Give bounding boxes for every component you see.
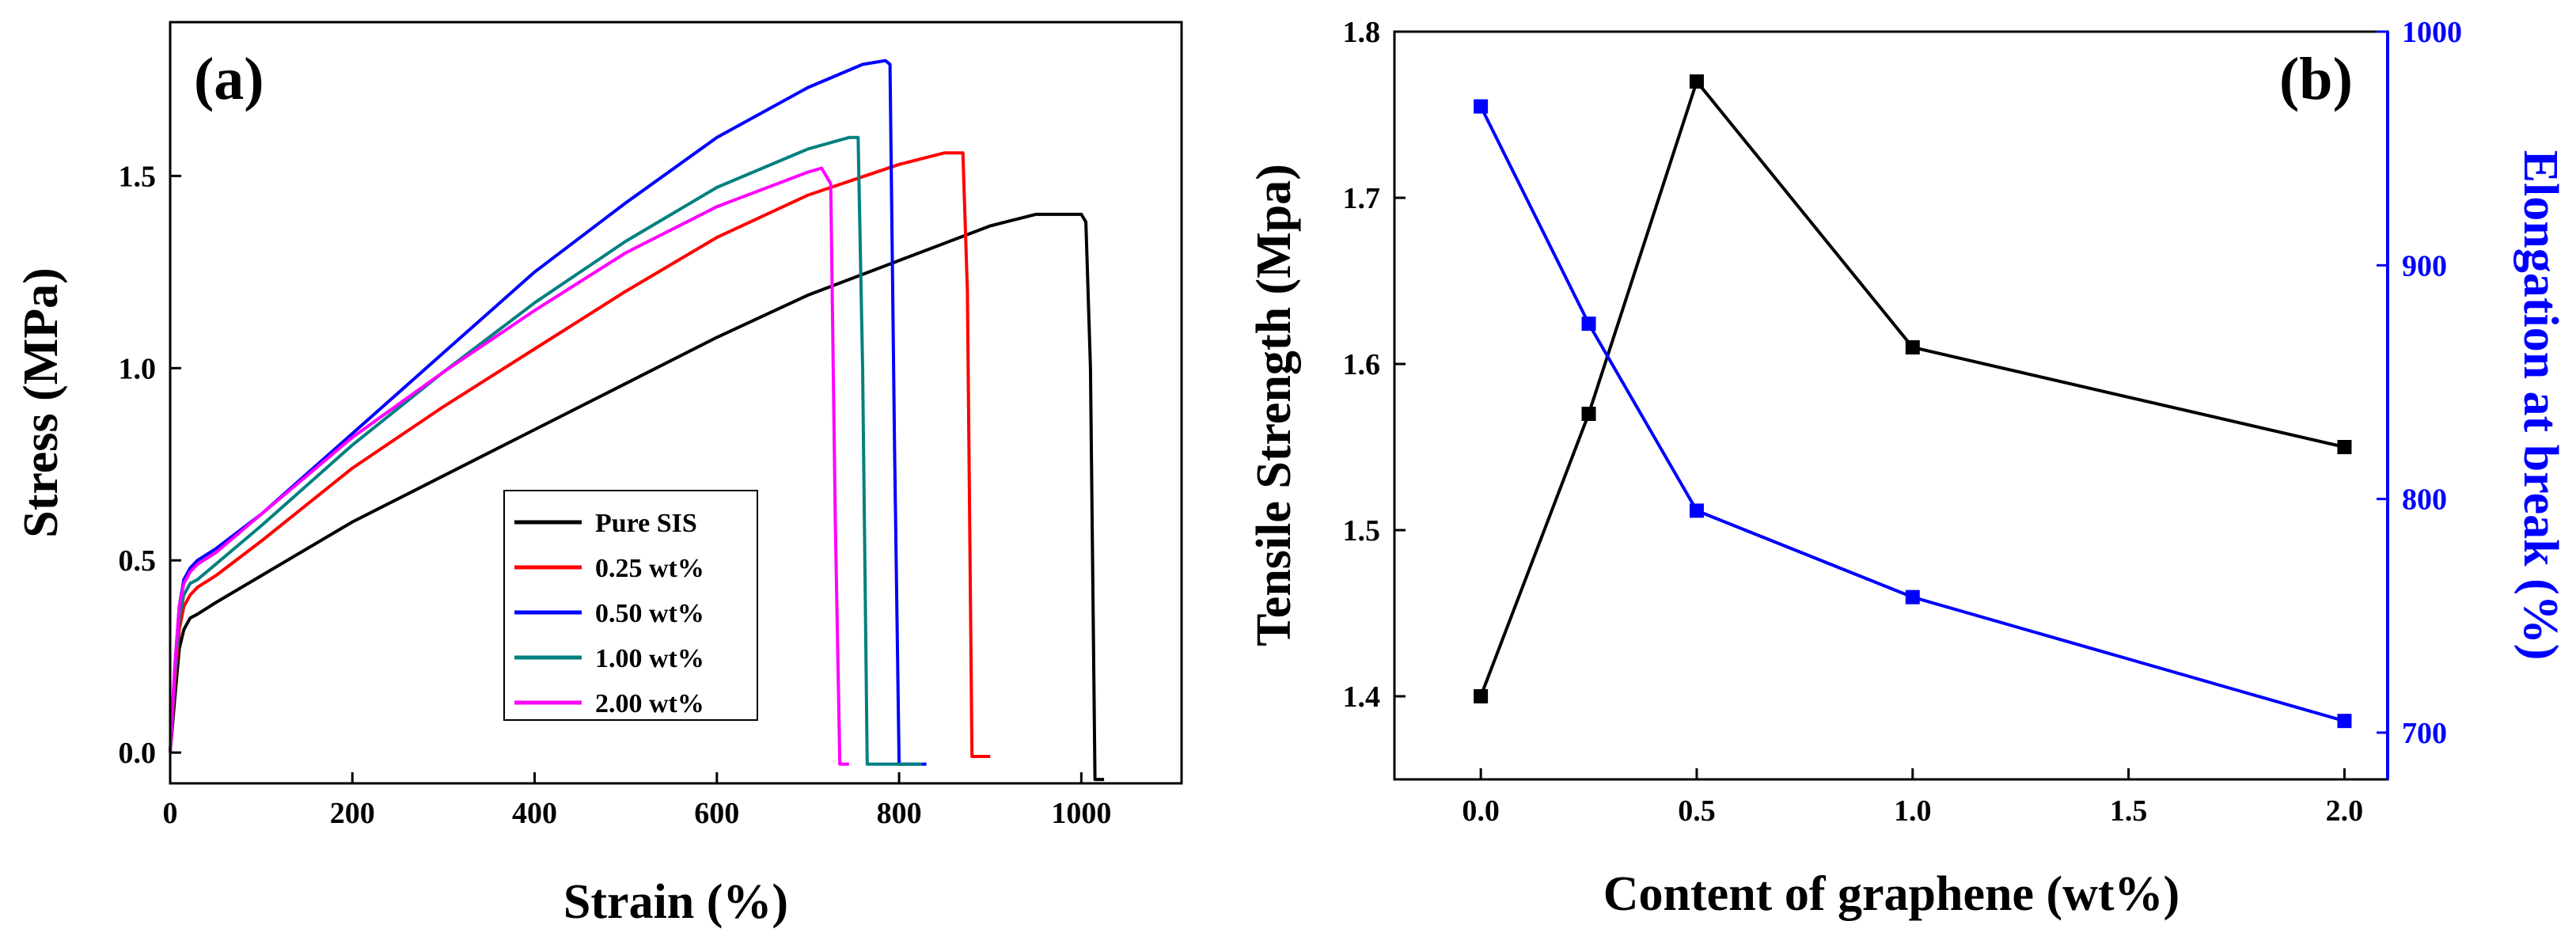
panel-a-legend-box bbox=[503, 490, 758, 721]
y-tick-label: 1.4 bbox=[1343, 680, 1381, 714]
panel-a-label: (a) bbox=[194, 46, 264, 112]
panel-b-right-y-ticks: 700 800 900 1000 bbox=[2377, 16, 2462, 750]
y-tick-label: 0.5 bbox=[119, 544, 157, 578]
data-point-elongation-at-break bbox=[1689, 503, 1704, 518]
x-tick-label: 1.5 bbox=[2110, 794, 2148, 828]
y-tick-label: 1.6 bbox=[1343, 348, 1381, 381]
panel-b-left-y-ticks: 1.4 1.5 1.6 1.7 1.8 bbox=[1343, 16, 1406, 714]
panel-b-label: (b) bbox=[2279, 46, 2353, 112]
x-tick-label: 600 bbox=[694, 797, 739, 830]
y-tick-label: 0.0 bbox=[119, 737, 157, 770]
data-point-elongation-at-break bbox=[1474, 99, 1489, 114]
panel-b-left-y-axis-title: Tensile Strength (Mpa) bbox=[1247, 164, 1301, 646]
panel-a-series-group bbox=[169, 59, 1105, 782]
y-tick-label: 1.7 bbox=[1343, 182, 1381, 215]
x-tick-label: 1000 bbox=[1051, 797, 1111, 830]
data-point-tensile-strength bbox=[1905, 340, 1920, 354]
series-line-0-50-wt bbox=[169, 59, 927, 766]
data-point-tensile-strength bbox=[1581, 407, 1596, 421]
panel-b-series-group bbox=[1474, 74, 2352, 729]
x-tick-label: 1.0 bbox=[1894, 794, 1932, 828]
legend-label-pure-sis: Pure SIS bbox=[595, 509, 697, 538]
data-point-elongation-at-break bbox=[1581, 316, 1596, 332]
data-point-tensile-strength bbox=[1474, 689, 1489, 703]
panel-a-x-ticks: 0 200 400 600 800 1000 bbox=[163, 772, 1111, 830]
legend-label-0-50-wt: 0.50 wt% bbox=[595, 599, 704, 628]
series-line-pure-sis bbox=[169, 212, 1105, 782]
right-y-tick-label: 900 bbox=[2402, 249, 2447, 282]
series-line-elongation-at-break bbox=[1479, 105, 2345, 723]
legend-label-1-00-wt: 1.00 wt% bbox=[595, 644, 704, 673]
x-tick-label: 400 bbox=[512, 797, 557, 830]
x-tick-label: 800 bbox=[877, 797, 922, 830]
x-tick-label: 2.0 bbox=[2326, 794, 2364, 828]
data-point-tensile-strength bbox=[2337, 440, 2352, 454]
panel-a-y-ticks: 0.0 0.5 1.0 1.5 bbox=[119, 160, 181, 770]
panel-b-graphene-content-chart: 0.0 0.5 1.0 1.5 2.0 1.4 1.5 1.6 1.7 1.8 700 800 90… bbox=[1247, 16, 2567, 921]
panel-a-stress-strain-chart: 0 200 400 600 800 1000 0.0 0.5 1.0 1.5 (a) Strai… bbox=[14, 21, 1183, 929]
data-point-elongation-at-break bbox=[2337, 714, 2352, 729]
panel-a-y-axis-title: Stress (MPa) bbox=[14, 267, 68, 537]
y-tick-label: 1.8 bbox=[1343, 16, 1381, 49]
y-tick-label: 1.5 bbox=[119, 160, 157, 193]
data-point-elongation-at-break bbox=[1905, 589, 1920, 605]
panel-b-plot-frame bbox=[1393, 30, 2389, 781]
right-y-tick-label: 1000 bbox=[2402, 16, 2462, 49]
panel-a-plot-frame bbox=[169, 21, 1183, 785]
panel-b-x-ticks: 0.0 0.5 1.0 1.5 2.0 bbox=[1462, 768, 2363, 828]
series-line-1-00-wt bbox=[169, 135, 922, 766]
y-tick-label: 1.0 bbox=[119, 352, 157, 385]
legend-label-0-25-wt: 0.25 wt% bbox=[595, 554, 704, 583]
y-tick-label: 1.5 bbox=[1343, 514, 1381, 548]
right-y-tick-label: 800 bbox=[2402, 483, 2447, 517]
x-tick-label: 0.5 bbox=[1678, 794, 1716, 828]
panel-b-right-y-axis-title: Elongation at break (%) bbox=[2513, 150, 2567, 661]
x-tick-label: 0.0 bbox=[1462, 794, 1500, 828]
series-line-2-00-wt bbox=[169, 166, 849, 766]
panel-b-x-axis-title: Content of graphene (wt%) bbox=[1603, 867, 2180, 921]
x-tick-label: 200 bbox=[330, 797, 375, 830]
legend-label-2-00-wt: 2.00 wt% bbox=[595, 689, 704, 718]
data-point-tensile-strength bbox=[1689, 74, 1704, 89]
x-tick-label: 0 bbox=[163, 797, 178, 830]
panel-a-legend: Pure SIS 0.25 wt% 0.50 wt% 1.00 wt% 2.00 wt% bbox=[503, 490, 758, 721]
series-line-0-25-wt bbox=[169, 151, 991, 758]
panel-a-x-axis-title: Strain (%) bbox=[563, 875, 788, 929]
right-y-tick-label: 700 bbox=[2402, 717, 2447, 750]
